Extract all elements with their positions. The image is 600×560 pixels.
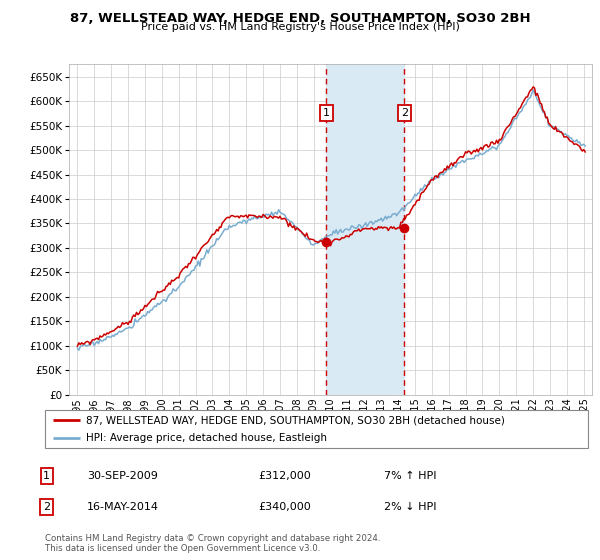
Text: 87, WELLSTEAD WAY, HEDGE END, SOUTHAMPTON, SO30 2BH: 87, WELLSTEAD WAY, HEDGE END, SOUTHAMPTO… (70, 12, 530, 25)
Text: Contains HM Land Registry data © Crown copyright and database right 2024.
This d: Contains HM Land Registry data © Crown c… (45, 534, 380, 553)
Text: 1: 1 (43, 471, 50, 481)
Text: Price paid vs. HM Land Registry's House Price Index (HPI): Price paid vs. HM Land Registry's House … (140, 22, 460, 32)
FancyBboxPatch shape (45, 410, 588, 448)
Text: 2% ↓ HPI: 2% ↓ HPI (384, 502, 437, 512)
Text: 2: 2 (401, 108, 408, 118)
Text: 87, WELLSTEAD WAY, HEDGE END, SOUTHAMPTON, SO30 2BH (detached house): 87, WELLSTEAD WAY, HEDGE END, SOUTHAMPTO… (86, 415, 505, 425)
Text: 1: 1 (323, 108, 330, 118)
Text: HPI: Average price, detached house, Eastleigh: HPI: Average price, detached house, East… (86, 433, 327, 443)
Text: 2: 2 (43, 502, 50, 512)
Text: 30-SEP-2009: 30-SEP-2009 (87, 471, 158, 481)
Text: £340,000: £340,000 (258, 502, 311, 512)
Bar (326, 64, 404, 395)
Text: 16-MAY-2014: 16-MAY-2014 (87, 502, 159, 512)
Text: 7% ↑ HPI: 7% ↑ HPI (384, 471, 437, 481)
Text: £312,000: £312,000 (258, 471, 311, 481)
